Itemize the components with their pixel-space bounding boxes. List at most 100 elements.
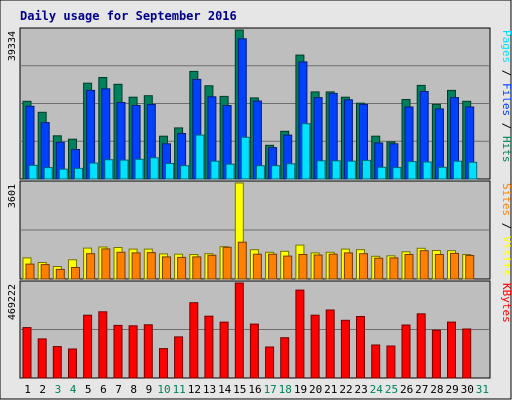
bar-sites-day-10 xyxy=(162,256,171,280)
x-tick-label-day-8: 8 xyxy=(130,383,137,396)
bar-kbytes-day-28 xyxy=(431,329,441,379)
bar-kbytes-day-9 xyxy=(143,324,153,379)
bar-sites-day-11 xyxy=(177,256,187,280)
x-tick-label-day-10: 10 xyxy=(157,383,170,396)
panel-usage-ymax-label: 39334 xyxy=(7,31,18,61)
bar-sites-day-29 xyxy=(450,252,459,280)
x-tick-label-day-21: 21 xyxy=(324,383,337,396)
x-tick-label-day-14: 14 xyxy=(218,383,232,396)
panel-visits-legend-label: Sites / Visits xyxy=(500,183,512,276)
legend-segment-visits-1: / xyxy=(500,216,512,236)
bar-sites-day-17 xyxy=(268,253,278,280)
bar-pages-day-28 xyxy=(437,166,447,180)
bar-sites-day-13 xyxy=(207,254,217,280)
bar-pages-day-8 xyxy=(134,158,144,180)
bar-kbytes-day-24 xyxy=(371,344,381,379)
x-tick-label-day-22: 22 xyxy=(339,383,352,396)
bar-pages-day-11 xyxy=(180,165,190,180)
bar-pages-day-9 xyxy=(149,157,159,180)
bar-pages-day-27 xyxy=(422,161,432,180)
legend-segment-visits-2: Visits xyxy=(500,236,512,276)
bar-pages-day-25 xyxy=(392,167,402,180)
bar-kbytes-day-30 xyxy=(462,328,472,379)
panel-visits-ymax-label: 3601 xyxy=(7,184,18,208)
x-tick-label-day-31: 31 xyxy=(476,383,489,396)
bar-pages-day-13 xyxy=(210,160,220,180)
legend-segment-usage-2: Files xyxy=(500,83,512,116)
bar-sites-day-20 xyxy=(313,254,323,280)
chart-panels: 39334 Pages / Files / Hits 3601 Sites / Vis… xyxy=(7,27,512,379)
x-tick-label-day-20: 20 xyxy=(309,383,322,396)
bar-kbytes-day-7 xyxy=(113,324,123,379)
bar-sites-day-15 xyxy=(237,241,247,280)
bar-pages-day-5 xyxy=(89,162,99,180)
x-tick-label-day-18: 18 xyxy=(279,383,292,396)
bar-sites-day-1 xyxy=(25,263,35,280)
bar-sites-day-2 xyxy=(40,264,50,280)
x-tick-label-day-16: 16 xyxy=(248,383,261,396)
bar-kbytes-day-6 xyxy=(98,311,108,379)
bar-kbytes-day-1 xyxy=(22,327,32,379)
bar-kbytes-day-3 xyxy=(52,346,62,379)
bar-pages-day-15 xyxy=(240,136,250,180)
bar-kbytes-day-12 xyxy=(189,302,199,379)
x-tick-label-day-9: 9 xyxy=(146,383,153,396)
bar-pages-day-10 xyxy=(165,163,174,180)
bar-sites-day-7 xyxy=(116,251,126,280)
bar-sites-day-21 xyxy=(328,253,338,280)
bar-kbytes-day-13 xyxy=(204,315,214,379)
bar-pages-day-21 xyxy=(331,160,341,180)
x-tick-label-day-30: 30 xyxy=(461,383,474,396)
x-tick-label-day-13: 13 xyxy=(203,383,216,396)
bar-pages-day-16 xyxy=(255,165,265,180)
bar-sites-day-24 xyxy=(374,257,384,280)
bar-sites-day-22 xyxy=(343,252,353,280)
x-tick-label-day-11: 11 xyxy=(173,383,186,396)
bar-sites-day-18 xyxy=(283,255,293,280)
bar-pages-day-17 xyxy=(271,165,281,180)
panel-visits: 3601 Sites / Visits xyxy=(7,180,512,280)
bar-sites-day-26 xyxy=(404,254,414,280)
x-tick-label-day-24: 24 xyxy=(370,383,384,396)
legend-segment-usage-1: / xyxy=(500,63,512,83)
x-tick-label-day-27: 27 xyxy=(415,383,428,396)
bar-kbytes-day-18 xyxy=(280,337,290,379)
x-tick-label-day-12: 12 xyxy=(188,383,201,396)
bar-pages-day-24 xyxy=(377,166,387,180)
bar-pages-day-12 xyxy=(195,134,205,180)
bar-pages-day-23 xyxy=(362,159,371,180)
x-tick-label-day-6: 6 xyxy=(100,383,107,396)
bar-kbytes-day-2 xyxy=(37,338,47,379)
bar-sites-day-12 xyxy=(192,256,202,280)
bar-kbytes-day-22 xyxy=(340,319,350,379)
panel-kbytes: 469222 KBytes xyxy=(7,280,512,379)
bar-kbytes-day-29 xyxy=(447,321,456,379)
bar-kbytes-day-10 xyxy=(159,348,168,379)
panel-kbytes-ymax-label: 469222 xyxy=(7,284,18,320)
x-tick-label-day-28: 28 xyxy=(430,383,443,396)
bar-pages-day-29 xyxy=(453,160,462,180)
bar-sites-day-9 xyxy=(146,252,156,280)
bar-sites-day-19 xyxy=(298,254,308,280)
bar-kbytes-day-16 xyxy=(249,323,259,379)
x-tick-label-day-23: 23 xyxy=(354,383,367,396)
bar-kbytes-day-26 xyxy=(401,324,411,379)
x-tick-label-day-26: 26 xyxy=(400,383,413,396)
x-tick-label-day-3: 3 xyxy=(55,383,62,396)
bar-sites-day-27 xyxy=(419,250,429,280)
bar-kbytes-day-25 xyxy=(386,345,396,379)
bar-pages-day-2 xyxy=(43,167,53,180)
panel-usage-legend-label: Pages / Files / Hits xyxy=(500,30,512,163)
legend-segment-usage-0: Pages xyxy=(500,30,512,63)
x-tick-label-day-1: 1 xyxy=(24,383,31,396)
x-tick-label-day-29: 29 xyxy=(445,383,458,396)
bar-pages-day-1 xyxy=(28,164,38,180)
chart-title: Daily usage for September 2016 xyxy=(20,9,237,23)
x-tick-label-day-19: 19 xyxy=(294,383,307,396)
panel-usage: 39334 Pages / Files / Hits xyxy=(7,27,512,180)
legend-segment-usage-4: Hits xyxy=(500,136,512,163)
bar-sites-day-16 xyxy=(252,253,262,280)
bar-pages-day-19 xyxy=(301,123,311,180)
x-axis-day-labels: 1 2 3 4 5 6 7 8 9 10 11 12 13 14 15 16 17 18 19 20 21 22 23 24 2… xyxy=(24,383,489,396)
bar-pages-day-4 xyxy=(74,167,83,180)
